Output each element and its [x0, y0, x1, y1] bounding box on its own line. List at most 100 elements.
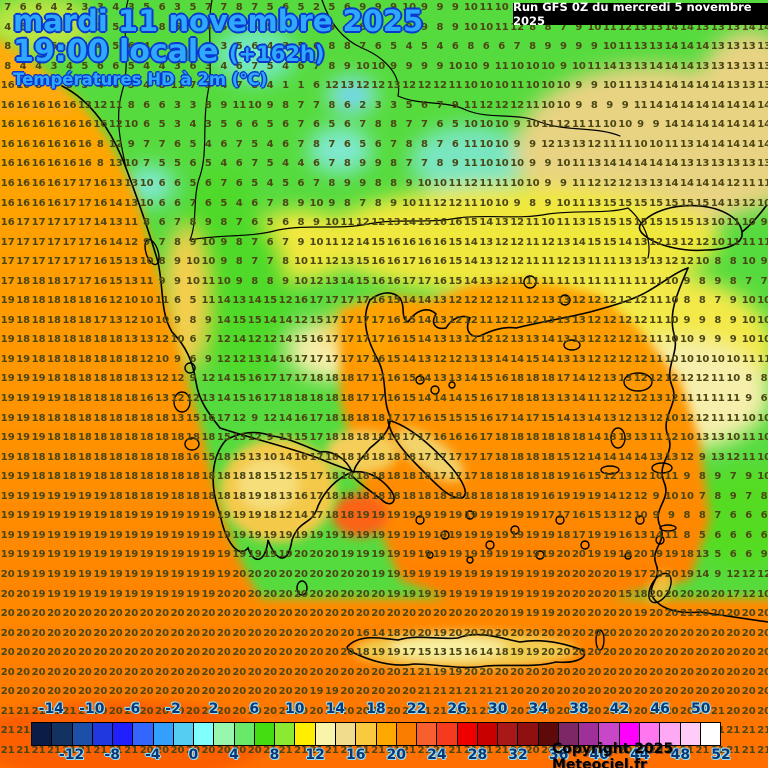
- temp-row: 8 4 4 3 4 5 6 6 5 4 4 3 6 3 4 6 7 5 4 6 7 8 9 10 10 9 9 9 9 10 10 9 11 10…: [4, 60, 768, 72]
- coastline-turkey-west: [650, 267, 768, 623]
- scale-label-top: 46: [650, 701, 670, 717]
- island-samothrace: [559, 294, 571, 306]
- time-title: 19:00 locale (+162h): [13, 34, 325, 69]
- coastline-gulf-corinth: [219, 427, 355, 473]
- temp-row: 19 19 19 19 19 19 19 18 18 18 19 18 18 18 18 18 19 18 13 16…: [0, 490, 768, 502]
- scale-cell: [517, 723, 538, 745]
- scale-label-top: -10: [79, 701, 105, 717]
- copyright-text: Copyright 2025 Meteociel.fr: [552, 741, 674, 768]
- coastline-attica: [351, 470, 395, 505]
- scale-cell: [71, 723, 92, 745]
- island-corfu: [144, 238, 160, 266]
- temp-row: 16 16 16 16 16 16 8 12 9 7 7 6 5 4 6 7 5 4 6 7 8 7 6 5 6 7 8 8 7 6 11 1…: [0, 138, 768, 150]
- temp-row: 20 20 20 20 20 20 20 20 20 20 20 20 20 20 20 20 20 20 20 20…: [0, 608, 768, 620]
- scale-cell: [395, 723, 417, 745]
- border-north-vertical: [189, 0, 213, 241]
- temp-row: 16 16 16 16 16 13 12 11 8 6 6 3 3 8 9 11 10 9 8 7 7 8 6 2 3 3 5 6 7 9…: [0, 99, 768, 111]
- temp-row: 16 16 16 16 16 16 8 13 10 7 5 5 6 5 4 6 7 5 4 4 6 7 8 9 9 8 7 7 8 9 11…: [0, 158, 768, 170]
- island-samos: [651, 462, 673, 474]
- scale-label-top: 10: [285, 701, 305, 717]
- temp-row: 20 20 19 19 19 19 19 19 19 19 19 19 19 19 20 20 20 20 20 20…: [0, 588, 768, 600]
- temp-row: 19 19 19 19 19 19 19 19 19 19 19 19 19 19 19 19 19 19 19 20…: [0, 549, 768, 561]
- scale-label-top: 18: [366, 701, 386, 717]
- scale-label-top: 14: [325, 701, 346, 717]
- scale-cell: [294, 723, 315, 745]
- temp-row: 19 19 18 18 18 18 18 18 18 12 10 9 6 9 12 12 13 14 16 17 17 1…: [0, 353, 768, 365]
- scale-label-top: 50: [690, 701, 711, 717]
- scale-cell: [32, 723, 52, 745]
- island-chios: [610, 427, 626, 449]
- temp-row: 21 21 21 21 21 21 20 20 20 20 20 20 20 20 20 20 20 20 20 20…: [0, 705, 768, 717]
- temp-row: 20 19 19 19 19 19 19 19 19 19 19 19 19 19 19 20 20 20 20 20…: [0, 568, 768, 580]
- scale-label-bottom: 52: [711, 747, 731, 763]
- scale-cell: [274, 723, 295, 745]
- island-thasos: [523, 275, 537, 289]
- temp-row: 19 19 19 18 18 18 18 18 18 13 12 12 9 12 14 15 16 17 17 17 1…: [0, 373, 768, 385]
- scale-label-top: 26: [447, 701, 467, 717]
- temp-row: 16 16 16 16 16 16 16 12 10 6 5 3 4 3 5 6 6 5 6 7 6 5 6 7 8 8 7 7 6 5 1…: [0, 119, 768, 131]
- island-kythira: [296, 580, 308, 596]
- scale-cell: [193, 723, 214, 745]
- temp-row: 20 20 20 20 20 20 20 20 20 20 20 20 20 20 20 20 20 20 20 20…: [0, 627, 768, 639]
- temp-row: 20 20 20 20 20 20 20 20 20 20 20 20 20 20 20 20 20 20 20 20…: [0, 686, 768, 698]
- scale-label-bottom: 40: [589, 747, 609, 763]
- island-rhodes: [648, 572, 672, 604]
- temp-row: 17 18 18 18 17 17 16 15 13 11 9 9 10 11 10 9 8 8 9 10 12 13 14…: [0, 275, 768, 287]
- temp-row: 19 19 19 19 18 18 18 18 18 16 13 12 12 13 14 15 16 17 18 18…: [0, 393, 768, 404]
- scale-label-bottom: -12: [58, 747, 85, 763]
- scale-label-bottom: 16: [345, 747, 366, 763]
- scale-label-top: 2: [208, 701, 219, 717]
- scale-label-top: 38: [569, 701, 589, 717]
- coastline-west: [61, 85, 221, 429]
- scale-label-bottom: 36: [548, 747, 569, 763]
- temp-row: 19 19 18 18 18 18 18 18 18 18 18 13 15 16 17 12 9 12 14 16 1…: [0, 412, 768, 424]
- temp-row: 16 16 16 16 17 17 16 13 13 10 6 6 5 6 7 6 5 4 5 6 7 8 9 9 8 8 9 10 1…: [0, 177, 768, 189]
- scale-cell: [112, 723, 133, 745]
- scale-cell: [537, 723, 558, 745]
- scale-cell: [233, 723, 254, 745]
- temp-row: 20 20 20 20 20 20 20 20 20 20 20 20 20 20 20 20 20 20 20 20…: [0, 647, 768, 659]
- scale-cell: [334, 723, 356, 745]
- scale-cell: [557, 723, 579, 745]
- scale-label-bottom: 12: [305, 747, 325, 763]
- parameter-title: Températures HD à 2m (°C): [13, 70, 268, 89]
- scale-label-bottom: 0: [188, 747, 199, 763]
- scale-label-top: -2: [165, 701, 181, 717]
- scale-cell: [578, 723, 599, 745]
- scale-label-top: 42: [609, 701, 630, 717]
- temp-row: 17 17 17 17 17 17 16 15 13 10 8 9 10 10 9 8 7 7 8 10 11 12 13 1…: [0, 256, 768, 268]
- temp-row: 19 19 19 19 19 19 19 18 19 19 19 19 19 19 19 19 19 18 12 14…: [0, 510, 768, 522]
- island-ikaria: [600, 465, 620, 475]
- island-limnos: [563, 339, 581, 351]
- island-kefalonia: [173, 391, 191, 413]
- scale-label-bottom: 8: [269, 747, 280, 763]
- border-paths: [117, 0, 650, 259]
- island-lesbos: [623, 372, 653, 392]
- scale-cell: [659, 723, 680, 745]
- scale-cell: [132, 723, 153, 745]
- scale-label-top: -6: [124, 701, 141, 717]
- scale-label-bottom: -8: [104, 747, 120, 763]
- temp-row: 17 17 17 17 17 17 16 14 12 9 7 8 9 10 9 8 7 6 7 9 10 11 12 14 15…: [0, 236, 768, 248]
- model-run-banner: Run GFS 0Z du mercredi 5 novembre 2025: [513, 0, 768, 28]
- island-zakynthos: [184, 437, 200, 451]
- local-time-label: 19:00 locale: [13, 34, 219, 69]
- temp-row: 19 19 18 18 18 19 18 18 18 18 18 18 18 18 18 18 18 15 12 15…: [0, 471, 768, 483]
- scale-label-top: 30: [488, 701, 508, 717]
- temp-row: 19 18 18 18 18 18 18 18 13 13 12 10 6 7 12 14 12 12 14 15 16…: [0, 334, 768, 346]
- scale-label-bottom: 20: [386, 747, 407, 763]
- island-outlines: [144, 238, 677, 651]
- scale-cell: [213, 723, 234, 745]
- model-run-text: Run GFS 0Z du mercredi 5 novembre 2025: [513, 0, 752, 28]
- scale-cell: [314, 723, 335, 745]
- scale-label-bottom: 44: [630, 747, 650, 763]
- scale-cell: [253, 723, 275, 745]
- temp-row: 4 6 5 5 4 4 3 5 4 6 8 5 4 4 5 6 6 5 4 3 4 5 6 8 9 9 9 9 8 9 10 10 11 12 8 8…: [4, 21, 768, 33]
- border-greece-north: [189, 207, 650, 259]
- scale-cell: [51, 723, 72, 745]
- temp-row: 19 18 18 18 18 18 18 18 18 18 18 18 16 15 18 15 13 10 14 16…: [0, 451, 768, 463]
